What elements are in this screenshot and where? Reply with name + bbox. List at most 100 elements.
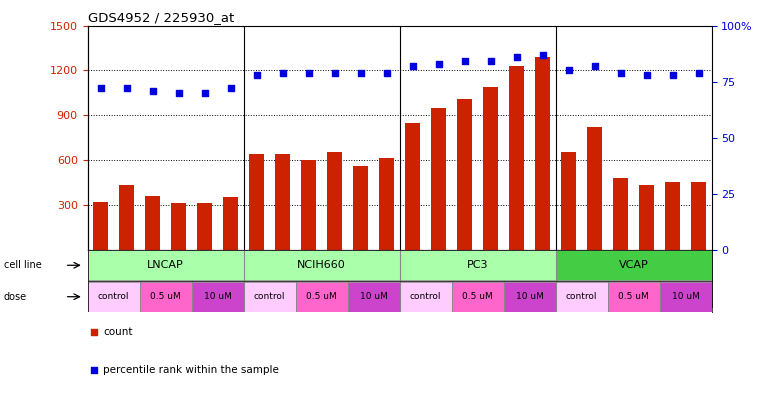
Bar [431, 108, 447, 250]
Text: control: control [253, 292, 285, 301]
Text: GSM1359770: GSM1359770 [670, 251, 676, 299]
Bar [88, 282, 139, 312]
Text: GSM1359773: GSM1359773 [123, 251, 129, 299]
Text: control: control [409, 292, 441, 301]
Point [537, 51, 549, 58]
Bar [660, 282, 712, 312]
Text: LNCAP: LNCAP [147, 260, 184, 270]
Text: GSM1359781: GSM1359781 [488, 251, 494, 299]
Bar [301, 160, 317, 250]
Text: 10 uM: 10 uM [516, 292, 543, 301]
Bar [400, 250, 556, 280]
Point [485, 58, 497, 64]
Text: percentile rank within the sample: percentile rank within the sample [103, 365, 279, 375]
Point [693, 70, 705, 76]
Text: GSM1359772: GSM1359772 [97, 251, 103, 299]
Point [250, 72, 263, 78]
Text: cell line: cell line [4, 260, 42, 270]
Text: dose: dose [4, 292, 27, 302]
Text: NCIH660: NCIH660 [297, 260, 346, 270]
Bar [139, 282, 192, 312]
Bar [145, 196, 161, 250]
Text: GSM1359768: GSM1359768 [617, 251, 623, 299]
Bar [192, 282, 244, 312]
Text: 0.5 uM: 0.5 uM [462, 292, 493, 301]
Text: 0.5 uM: 0.5 uM [306, 292, 337, 301]
Bar [244, 282, 295, 312]
Text: 10 uM: 10 uM [360, 292, 387, 301]
Bar [691, 182, 706, 250]
Bar [353, 166, 368, 250]
Point [94, 85, 107, 92]
Point [406, 63, 419, 69]
Text: VCAP: VCAP [619, 260, 648, 270]
Bar [119, 185, 135, 250]
Point [329, 70, 341, 76]
Point [302, 70, 314, 76]
Text: GSM1359776: GSM1359776 [202, 251, 208, 299]
Bar [196, 202, 212, 250]
Point [88, 329, 100, 335]
Point [667, 72, 679, 78]
Point [224, 85, 237, 92]
Text: GSM1359771: GSM1359771 [696, 251, 702, 299]
Point [458, 58, 470, 64]
Bar [451, 282, 504, 312]
Bar [504, 282, 556, 312]
Point [173, 90, 185, 96]
Bar [379, 158, 394, 250]
Text: 0.5 uM: 0.5 uM [618, 292, 649, 301]
Point [355, 70, 367, 76]
Bar [556, 282, 607, 312]
Text: GSM1359766: GSM1359766 [565, 251, 572, 299]
Bar [665, 182, 680, 250]
Text: GSM1359778: GSM1359778 [409, 251, 416, 299]
Text: 0.5 uM: 0.5 uM [150, 292, 181, 301]
Bar [93, 202, 108, 250]
Text: 10 uM: 10 uM [204, 292, 231, 301]
Text: control: control [565, 292, 597, 301]
Text: PC3: PC3 [466, 260, 489, 270]
Text: control: control [97, 292, 129, 301]
Text: GSM1359777: GSM1359777 [228, 251, 234, 299]
Bar [638, 185, 654, 250]
Bar [457, 99, 473, 250]
Bar [587, 127, 603, 250]
Bar [348, 282, 400, 312]
Bar [88, 250, 244, 280]
Text: GSM1359763: GSM1359763 [332, 251, 338, 299]
Point [380, 70, 393, 76]
Text: GSM1359780: GSM1359780 [461, 251, 467, 299]
Point [146, 87, 158, 94]
Text: GSM1359775: GSM1359775 [176, 251, 182, 299]
Bar [295, 282, 348, 312]
Text: GSM1359765: GSM1359765 [384, 251, 390, 299]
Point [562, 67, 575, 73]
Text: GSM1359774: GSM1359774 [149, 251, 155, 299]
Point [199, 90, 211, 96]
Point [88, 367, 100, 373]
Bar [535, 57, 550, 250]
Bar [326, 152, 342, 250]
Text: 10 uM: 10 uM [672, 292, 699, 301]
Bar [561, 152, 576, 250]
Point [276, 70, 288, 76]
Text: GSM1359782: GSM1359782 [514, 251, 520, 299]
Bar [400, 282, 451, 312]
Bar [170, 203, 186, 250]
Text: GSM1359767: GSM1359767 [591, 251, 597, 299]
Bar [509, 66, 524, 250]
Text: count: count [103, 327, 132, 336]
Text: GSM1359783: GSM1359783 [540, 251, 546, 299]
Text: GSM1359779: GSM1359779 [435, 251, 441, 299]
Bar [223, 197, 238, 250]
Point [588, 63, 600, 69]
Text: GSM1359760: GSM1359760 [253, 251, 260, 299]
Bar [405, 123, 420, 250]
Bar [275, 154, 291, 250]
Point [432, 61, 444, 67]
Point [614, 70, 626, 76]
Text: GSM1359761: GSM1359761 [279, 251, 285, 299]
Bar [244, 250, 400, 280]
Bar [482, 87, 498, 250]
